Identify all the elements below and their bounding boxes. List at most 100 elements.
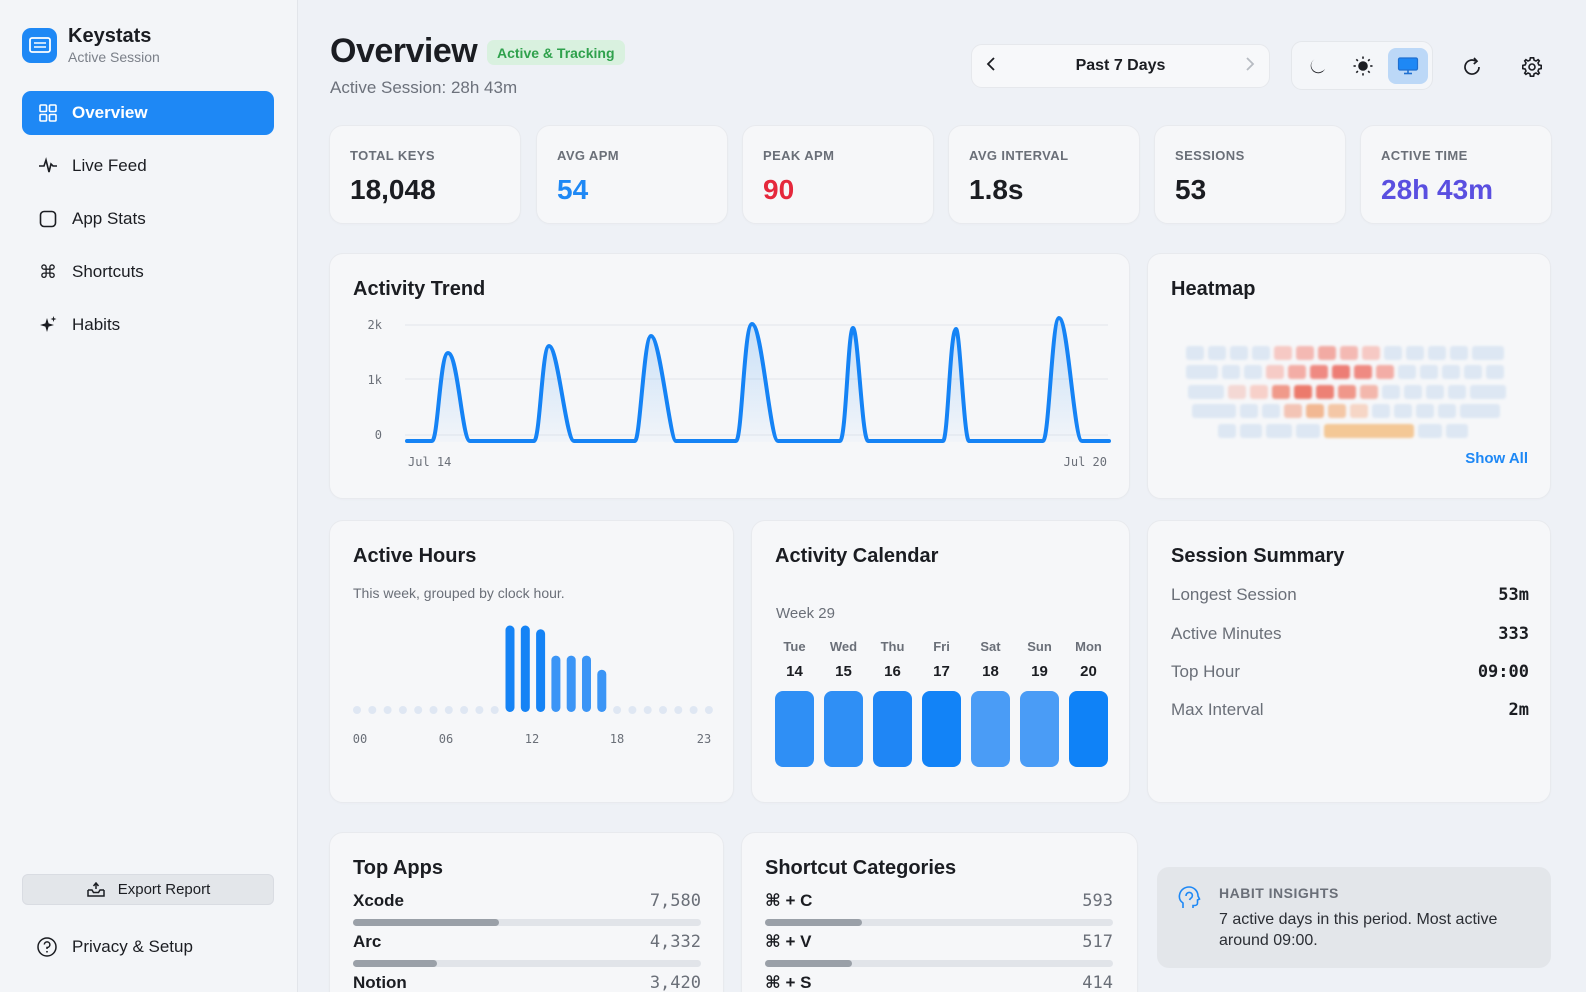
y-tick-label: 0 <box>375 428 382 442</box>
show-all-link[interactable]: Show All <box>1465 450 1528 467</box>
keyboard-heatmap <box>1186 346 1506 438</box>
square-icon <box>36 207 60 231</box>
activity-calendar-card: Activity Calendar Week 29 Tue 14 Wed 15 … <box>751 520 1130 803</box>
card-title: Activity Calendar <box>775 545 939 567</box>
x-tick-label: 18 <box>610 732 624 746</box>
light-mode-button[interactable] <box>1343 48 1383 84</box>
heatmap-card: Heatmap Show All <box>1147 253 1551 499</box>
list-item[interactable]: Notion 3,420 <box>353 973 701 992</box>
hour-bar <box>505 625 515 712</box>
active-hours-hint: This week, grouped by clock hour. <box>353 585 565 601</box>
sidebar-item-habits[interactable]: Habits <box>22 303 274 347</box>
refresh-button[interactable] <box>1457 52 1487 82</box>
hour-bar-empty <box>368 706 377 714</box>
settings-button[interactable] <box>1517 52 1547 82</box>
sidebar-item-label: App Stats <box>72 209 146 228</box>
heatmap-key <box>1208 346 1226 360</box>
day-of-week: Thu <box>880 639 905 654</box>
heatmap-key <box>1448 385 1466 399</box>
heatmap-key <box>1428 346 1446 360</box>
shortcut-categories-card: Shortcut Categories ⌘ + C 593 ⌘ + V 517 ⌘ … <box>741 832 1138 992</box>
calendar-day[interactable]: Sun 19 <box>1020 639 1059 767</box>
heatmap-key <box>1266 424 1292 438</box>
hour-bar-empty <box>613 706 622 714</box>
monitor-icon <box>1397 57 1419 75</box>
x-tick-label: 12 <box>525 732 539 746</box>
heatmap-key <box>1272 385 1290 399</box>
heatmap-key <box>1398 365 1416 379</box>
heatmap-key <box>1284 404 1302 418</box>
heatmap-key <box>1244 365 1262 379</box>
calendar-day[interactable]: Thu 16 <box>873 639 912 767</box>
list-item[interactable]: Xcode 7,580 <box>353 891 701 926</box>
card-title: Activity Trend <box>353 278 486 300</box>
hour-bar-empty <box>628 706 637 714</box>
system-mode-button[interactable] <box>1388 48 1428 84</box>
heatmap-key <box>1382 385 1400 399</box>
shortcut-count: 593 <box>1082 891 1113 911</box>
day-number: 16 <box>884 663 901 680</box>
top-apps-card: Top Apps Xcode 7,580 Arc 4,332 Notion 3,420 <box>329 832 724 992</box>
heatmap-key <box>1340 346 1358 360</box>
hour-bar <box>551 655 561 712</box>
dark-mode-button[interactable] <box>1298 48 1338 84</box>
heatmap-key <box>1470 385 1506 399</box>
stat-card-peak-apm: PEAK APM 90 <box>742 125 934 224</box>
calendar-day[interactable]: Tue 14 <box>775 639 814 767</box>
list-item[interactable]: Arc 4,332 <box>353 932 701 967</box>
chevron-right-icon[interactable] <box>1243 56 1257 77</box>
list-item[interactable]: ⌘ + V 517 <box>765 932 1113 967</box>
calendar-day[interactable]: Sat 18 <box>971 639 1010 767</box>
sidebar-item-overview[interactable]: Overview <box>22 91 274 135</box>
heatmap-key <box>1446 424 1468 438</box>
summary-row: Longest Session 53m <box>1171 585 1529 605</box>
stat-card-avg-apm: AVG APM 54 <box>536 125 728 224</box>
stat-value: 28h 43m <box>1381 174 1494 205</box>
heatmap-key <box>1472 346 1504 360</box>
chevron-left-icon[interactable] <box>984 56 998 77</box>
help-icon <box>37 937 57 957</box>
heatmap-key <box>1464 365 1482 379</box>
heatmap-key <box>1240 424 1262 438</box>
pulse-icon <box>36 154 60 178</box>
heatmap-key <box>1230 346 1248 360</box>
progress-track <box>765 960 1113 967</box>
stat-label: AVG INTERVAL <box>969 148 1069 163</box>
heatmap-key <box>1360 385 1378 399</box>
y-tick-label: 1k <box>368 373 383 387</box>
sidebar-item-shortcuts[interactable]: ⌘ Shortcuts <box>22 250 274 294</box>
calendar-day[interactable]: Wed 15 <box>824 639 863 767</box>
card-title: Active Hours <box>353 545 477 567</box>
sidebar-item-live-feed[interactable]: Live Feed <box>22 144 274 188</box>
hour-bar <box>520 625 530 712</box>
stat-value: 90 <box>763 174 795 205</box>
heatmap-key <box>1404 385 1422 399</box>
export-report-label: Export Report <box>117 881 211 898</box>
date-range-label[interactable]: Past 7 Days <box>1075 57 1166 74</box>
hour-bar <box>566 655 576 712</box>
privacy-setup-link[interactable]: Privacy & Setup <box>36 936 193 958</box>
summary-label: Max Interval <box>1171 700 1264 719</box>
sidebar-item-app-stats[interactable]: App Stats <box>22 197 274 241</box>
gear-icon <box>1522 57 1542 77</box>
progress-fill <box>353 960 437 967</box>
export-report-button[interactable]: Export Report <box>22 874 274 905</box>
calendar-day[interactable]: Mon 20 <box>1069 639 1108 767</box>
progress-fill <box>765 960 852 967</box>
day-of-week: Fri <box>933 639 950 654</box>
stat-card-avg-interval: AVG INTERVAL 1.8s <box>948 125 1140 224</box>
list-item[interactable]: ⌘ + C 593 <box>765 891 1113 926</box>
session-summary-card: Session Summary Longest Session 53m Acti… <box>1147 520 1551 803</box>
summary-value: 2m <box>1508 700 1529 720</box>
heatmap-key <box>1266 365 1284 379</box>
heatmap-key <box>1384 346 1402 360</box>
heatmap-key <box>1318 346 1336 360</box>
heatmap-key <box>1228 385 1246 399</box>
summary-row: Top Hour 09:00 <box>1171 662 1529 682</box>
summary-label: Active Minutes <box>1171 624 1282 643</box>
calendar-day[interactable]: Fri 17 <box>922 639 961 767</box>
app-name: Keystats <box>68 25 152 47</box>
list-item[interactable]: ⌘ + S 414 <box>765 973 1113 992</box>
day-activity-bar <box>922 691 961 767</box>
heatmap-key <box>1252 346 1270 360</box>
